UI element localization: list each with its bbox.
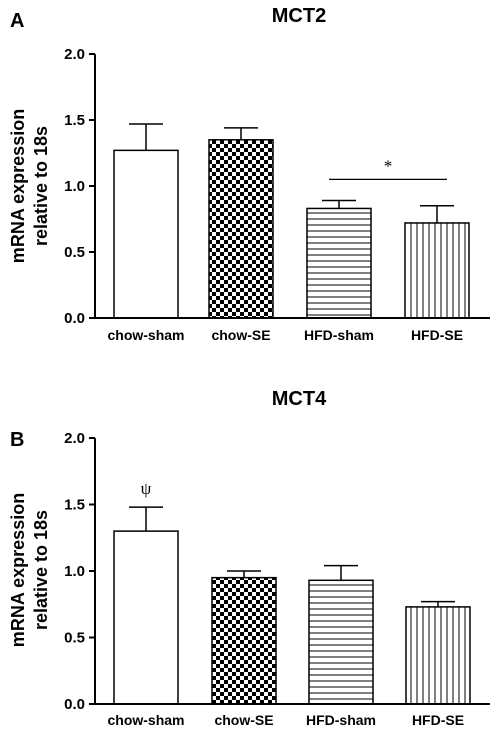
x-category-label: chow-sham — [107, 712, 184, 728]
chart-title-a: MCT2 — [272, 5, 326, 27]
y-axis-label-a-line2: relative to 18s — [31, 126, 51, 246]
x-category-label: chow-sham — [107, 327, 184, 343]
y-tick-label: 0.0 — [64, 310, 85, 327]
bars-a — [113, 123, 470, 319]
panel-a: A MCT2 mRNA expression relative to 18s 0… — [8, 5, 490, 343]
x-category-label: HFD-SE — [412, 712, 464, 728]
y-axis-label-a-line1: mRNA expression — [8, 109, 28, 263]
bar-hfd-sham — [308, 579, 374, 705]
y-tick-label: 1.0 — [64, 563, 85, 580]
y-tick-label: 0.0 — [64, 696, 85, 713]
bar-hfd-se — [405, 606, 471, 705]
annotations-a: * — [329, 156, 447, 180]
x-category-label: HFD-SE — [411, 327, 463, 343]
y-tick-label: 1.5 — [64, 497, 85, 514]
annotations-b: ψ — [141, 479, 152, 498]
bars-b — [113, 506, 471, 705]
bar-chow-se — [211, 576, 277, 705]
x-categories-a: chow-sham chow-SE HFD-sham HFD-SE — [107, 327, 463, 343]
y-ticks-b: 0.0 0.5 1.0 1.5 2.0 — [64, 430, 95, 713]
x-categories-b: chow-sham chow-SE HFD-sham HFD-SE — [107, 712, 464, 728]
panel-b: B MCT4 mRNA expression relative to 18s 0… — [8, 388, 490, 728]
panel-letter-a: A — [10, 10, 24, 32]
x-category-label: chow-SE — [214, 712, 273, 728]
panel-letter-b: B — [10, 429, 24, 451]
y-tick-label: 1.0 — [64, 178, 85, 195]
axes-b — [94, 438, 490, 705]
y-tick-label: 2.0 — [64, 430, 85, 447]
y-tick-label: 2.0 — [64, 46, 85, 63]
bar-hfd-sham — [306, 207, 372, 319]
y-axis-label-b-line2: relative to 18s — [31, 510, 51, 630]
y-tick-label: 1.5 — [64, 112, 85, 129]
bar-chow-sham — [113, 530, 179, 705]
x-category-label: HFD-sham — [304, 327, 374, 343]
bar-chow-sham — [113, 149, 179, 319]
significance-marker: * — [384, 156, 393, 175]
x-category-label: HFD-sham — [306, 712, 376, 728]
chart-title-b: MCT4 — [272, 388, 327, 410]
x-category-label: chow-SE — [211, 327, 270, 343]
bar-hfd-se — [404, 222, 470, 319]
y-axis-label-b-line1: mRNA expression — [8, 493, 28, 647]
y-tick-label: 0.5 — [64, 630, 85, 647]
axes-a — [94, 54, 490, 319]
y-tick-label: 0.5 — [64, 244, 85, 261]
y-ticks-a: 0.0 0.5 1.0 1.5 2.0 — [64, 46, 95, 327]
significance-marker: ψ — [141, 479, 152, 498]
bar-chow-se — [208, 139, 274, 319]
